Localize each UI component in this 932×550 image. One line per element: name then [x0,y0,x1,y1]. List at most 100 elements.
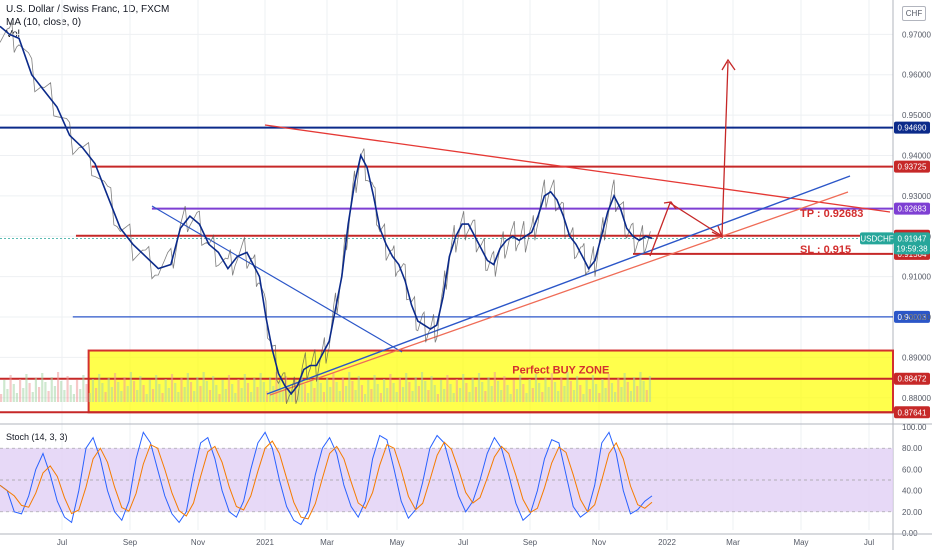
volume-bar [288,385,291,402]
volume-bar [607,374,610,402]
time-tick-label: May [389,538,404,547]
volume-bar [335,382,338,402]
volume-bar [645,390,648,402]
volume-bar [145,394,148,402]
volume-bar [164,379,167,402]
volume-bar [648,376,652,402]
volume-bar [414,377,417,402]
arrow-head-up-small [663,201,677,210]
volume-bar [227,375,231,402]
volume-bar [243,374,246,402]
symbol-badge-text: USDCHF [860,234,893,243]
volume-bar [585,380,588,402]
current-price-badge [894,232,930,255]
countdown-text: 19:59:38 [896,244,928,253]
volume-bar [329,387,332,402]
volume-bar [572,390,576,402]
volume-bar [392,383,395,402]
volume-bar [363,394,367,402]
volume-bar [307,393,310,402]
stoch-tick-label: 100.00 [902,423,927,432]
volume-bar [142,385,145,402]
volume-bar [430,376,433,402]
volume-bar [639,372,642,402]
volume-bar [484,391,487,402]
volume-bar [189,382,193,402]
volume-bar [53,386,57,402]
time-tick-label: Nov [191,538,205,547]
time-tick-label: Sep [123,538,138,547]
stoch-indicator-label[interactable]: Stoch (14, 3, 3) [6,432,68,442]
volume-bar [123,377,126,402]
time-tick-label: Jul [57,538,67,547]
time-tick-label: May [793,538,808,547]
buy-zone-rect [87,349,895,414]
volume-bar [6,389,9,402]
volume-bar [47,391,50,402]
volume-bar [417,386,420,402]
volume-bar [354,390,357,402]
volume-bar [617,378,620,402]
volume-bar [0,394,3,402]
volume-bar [629,391,633,402]
volume-bar [85,384,88,402]
time-axis[interactable]: Jul Sep Nov 2021 Mar May Jul Sep Nov 2022 Mar May Ju… [0,533,932,547]
buy-zone-label: Perfect BUY ZONE [512,365,609,377]
volume-bar [56,372,60,402]
volume-bar [193,391,196,402]
volume-bar [538,383,541,402]
price-tick-label: 0.96000 [902,71,931,80]
volume-bar [376,384,379,402]
volume-bar [250,392,253,402]
volume-bar [623,373,626,402]
volume-bar [569,381,572,402]
volume-bar [550,373,553,402]
volume-bar [148,380,151,402]
chart-annotations: TP : 0.92683 SL : 0.915 [800,208,863,256]
volume-bar [401,387,405,402]
volume-bar [582,394,585,402]
volume-bar [120,391,123,402]
descending-trend-line [151,205,403,353]
volume-bar [136,390,139,402]
volume-bar [281,390,284,402]
volume-bar [503,376,506,402]
price-axis[interactable]: 0.946900.937250.926830.920130.915640.900… [860,30,931,419]
volume-bar [310,379,313,402]
volume-bar [167,388,170,402]
level-price-badge-text: 0.88472 [898,375,927,384]
volume-bar [31,392,34,402]
volume-bar [420,372,424,402]
volume-bar [604,388,607,402]
volume-bar [474,387,477,402]
price-tick-label: 0.88000 [902,394,931,403]
descending-resistance-line [264,124,891,213]
volume-bar [636,386,639,402]
volume-bar [351,381,354,402]
volume-bars [0,372,652,402]
volume-bar [82,375,85,402]
volume-bar [37,387,41,402]
volume-bar [389,374,392,402]
volume-bar [579,385,582,402]
volume-bar [405,373,408,402]
volume-bar [547,387,550,402]
volume-bar [234,393,237,402]
volume-bar [129,372,132,402]
volume-bar [79,389,82,402]
volume-bar [487,377,490,402]
volume-bar [69,385,72,402]
volume-bar [161,393,164,402]
ma-indicator-label[interactable]: MA (10, close, 0) [6,17,82,28]
volume-bar [94,388,98,402]
volume-bar [218,394,221,402]
volume-bar [300,375,303,402]
volume-bar [15,393,19,402]
volume-bar [560,377,563,402]
currency-badge[interactable]: CHF [902,6,926,21]
volume-bar [91,379,94,402]
volume-bar [449,384,452,402]
volume-bar [496,381,500,402]
volume-bar [9,375,12,402]
